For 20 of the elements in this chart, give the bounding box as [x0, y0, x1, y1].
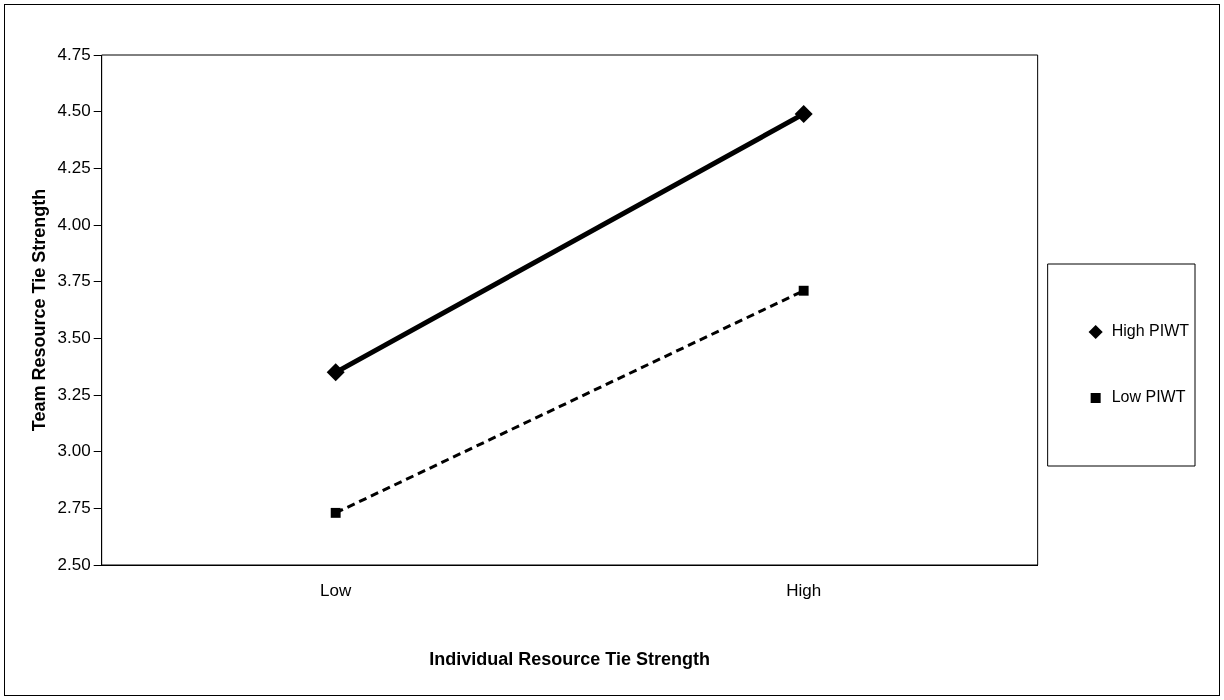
point — [326, 363, 345, 382]
y-tick-label: 2.75 — [57, 498, 91, 518]
legend-label: High PIWT — [1111, 322, 1190, 340]
y-tick-label: 3.25 — [57, 384, 91, 404]
x-tick-label: Low — [320, 580, 352, 600]
y-tick-label: 2.50 — [57, 554, 91, 574]
legend-label: Low PIWT — [1111, 388, 1186, 406]
x-axis-title: Individual Resource Tie Strength — [429, 649, 711, 670]
y-tick-label: 3.50 — [57, 328, 91, 348]
x-tick-label: High — [786, 580, 822, 600]
point — [798, 285, 809, 296]
y-tick-label: 4.00 — [57, 214, 91, 234]
y-tick-label: 4.75 — [57, 44, 91, 64]
y-tick-label: 3.00 — [57, 441, 91, 461]
point — [794, 104, 813, 123]
point — [330, 507, 341, 518]
y-tick-label: 3.75 — [57, 271, 91, 291]
y-tick-label: 4.25 — [57, 158, 91, 178]
y-axis-title: Team Resource Tie Strength — [28, 188, 49, 432]
y-tick-label: 4.50 — [57, 101, 91, 121]
